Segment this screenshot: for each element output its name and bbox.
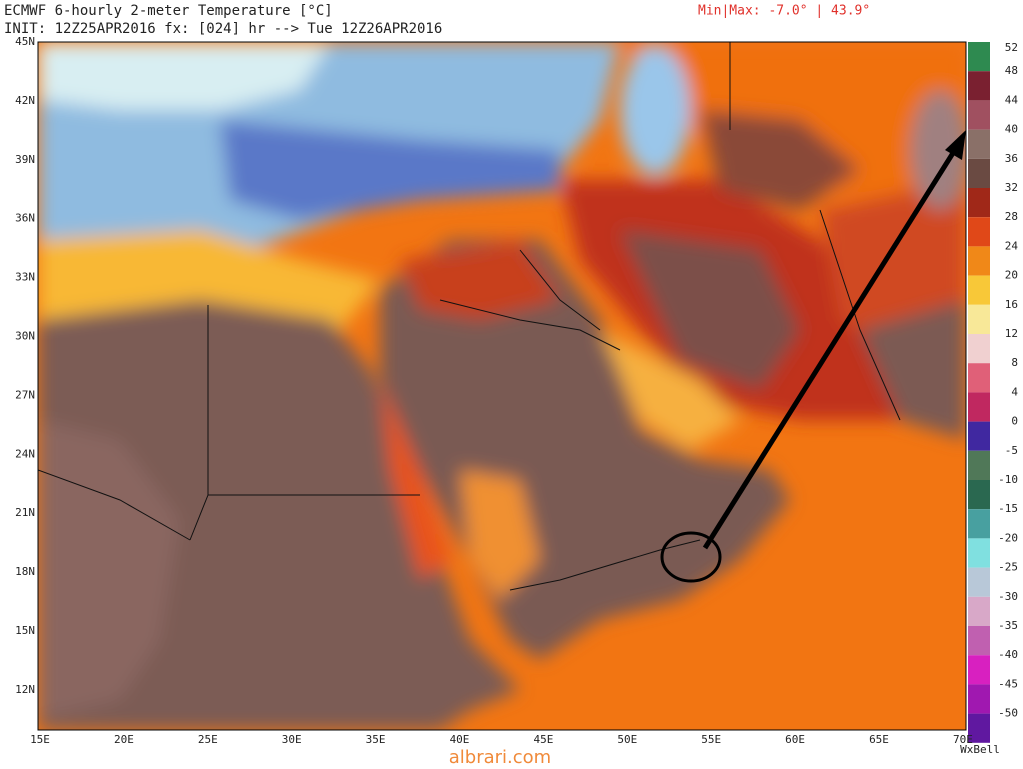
colorbar-label: -45	[998, 677, 1018, 690]
colorbar-label: 24	[1005, 239, 1019, 252]
colorbar-swatch	[968, 246, 990, 276]
lon-label: 65E	[869, 733, 889, 746]
lat-label: 12N	[15, 683, 35, 696]
colorbar-swatch	[968, 480, 990, 510]
colorbar-swatch	[968, 509, 990, 539]
colorbar-label: 4	[1011, 385, 1018, 398]
lon-label: 50E	[617, 733, 637, 746]
colorbar-label: -5	[1005, 444, 1018, 457]
temperature-field	[38, 42, 966, 730]
colorbar-label: -25	[998, 561, 1018, 574]
colorbar-label: 36	[1005, 152, 1018, 165]
lon-label: 20E	[114, 733, 134, 746]
colorbar-label: -30	[998, 590, 1018, 603]
lat-label: 27N	[15, 388, 35, 401]
lon-label: 45E	[533, 733, 553, 746]
colorbar-label: -35	[998, 619, 1018, 632]
colorbar-label: -40	[998, 648, 1018, 661]
lat-label: 45N	[15, 35, 35, 48]
colorbar-label: -20	[998, 531, 1018, 544]
map	[38, 42, 966, 730]
colorbar-swatch	[968, 596, 990, 626]
colorbar-label: 20	[1005, 269, 1018, 282]
colorbar-swatch	[968, 538, 990, 568]
colorbar-label: 0	[1011, 415, 1018, 428]
colorbar-swatch	[968, 421, 990, 451]
lat-label: 30N	[15, 330, 35, 343]
lon-label: 30E	[282, 733, 302, 746]
lat-label: 18N	[15, 565, 35, 578]
init-line: INIT: 12Z25APR2016 fx: [024] hr --> Tue …	[4, 21, 442, 37]
colorbar-swatch	[968, 655, 990, 685]
lat-label: 15N	[15, 624, 35, 637]
colorbar-label: 52	[1005, 41, 1018, 54]
colorbar-swatch	[968, 71, 990, 101]
colorbar-swatch	[968, 158, 990, 188]
colorbar-swatch	[968, 42, 990, 72]
min-max: Min|Max: -7.0° | 43.9°	[698, 4, 870, 19]
colorbar-label: -50	[998, 707, 1018, 720]
lon-label: 40E	[450, 733, 470, 746]
colorbar-label: 40	[1005, 123, 1018, 136]
colorbar-swatch	[968, 275, 990, 305]
colorbar-swatch	[968, 450, 990, 480]
colorbar-label: 12	[1005, 327, 1018, 340]
colorbar-swatch	[968, 304, 990, 334]
colorbar: 5248444036322824201612840-5-10-15-20-25-…	[968, 41, 1018, 743]
brand: WxBell	[960, 743, 1000, 756]
colorbar-label: 8	[1011, 356, 1018, 369]
borders	[38, 42, 901, 591]
lat-label: 33N	[15, 271, 35, 284]
lat-label: 21N	[15, 506, 35, 519]
lon-label: 25E	[198, 733, 218, 746]
colorbar-swatch	[968, 100, 990, 130]
lat-label: 36N	[15, 212, 35, 225]
colorbar-label: -10	[998, 473, 1018, 486]
annotation	[660, 130, 966, 583]
lon-label: 15E	[30, 733, 50, 746]
colorbar-swatch	[968, 392, 990, 422]
colorbar-swatch	[968, 684, 990, 714]
map-axes: 45N 42N 39N 36N 33N 30N 27N 24N 21N 18N 15N 12N 15E 2…	[15, 35, 973, 746]
colorbar-label: 44	[1005, 93, 1019, 106]
colorbar-swatch	[968, 626, 990, 656]
map-frame	[37, 41, 967, 731]
lat-label: 42N	[15, 94, 35, 107]
colorbar-label: 28	[1005, 210, 1018, 223]
colorbar-swatch	[968, 129, 990, 159]
lat-label: 24N	[15, 447, 35, 460]
colorbar-label: 48	[1005, 64, 1018, 77]
colorbar-swatch	[968, 334, 990, 364]
colorbar-swatch	[968, 363, 990, 393]
colorbar-label: 32	[1005, 181, 1018, 194]
lon-label: 55E	[701, 733, 721, 746]
colorbar-swatch	[968, 713, 990, 743]
lon-label: 35E	[366, 733, 386, 746]
colorbar-label: 16	[1005, 298, 1018, 311]
colorbar-swatch	[968, 188, 990, 218]
lon-label: 70E	[953, 733, 973, 746]
colorbar-swatch	[968, 217, 990, 247]
lon-label: 60E	[785, 733, 805, 746]
title: ECMWF 6-hourly 2-meter Temperature [°C]	[4, 3, 333, 19]
lat-label: 39N	[15, 153, 35, 166]
colorbar-swatch	[968, 567, 990, 597]
colorbar-label: -15	[998, 502, 1018, 515]
watermark: albrari.com	[449, 747, 551, 765]
